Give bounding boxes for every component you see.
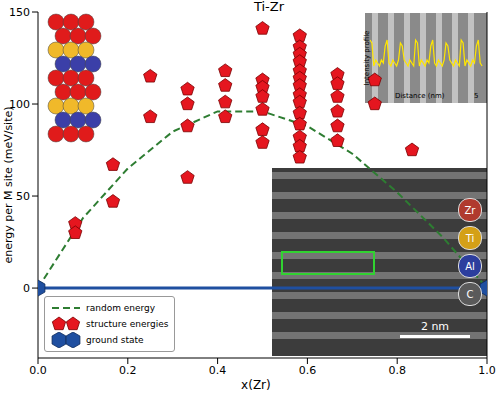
svg-text:0.0: 0.0 [29, 364, 47, 377]
svg-text:50: 50 [16, 190, 30, 203]
html-text:Distance (nm): Distance (nm) [395, 92, 445, 100]
html-text:random energy: random energy [86, 303, 156, 313]
html-text:Zr: Zr [464, 204, 476, 216]
html-text:x(Zr): x(Zr) [241, 378, 271, 392]
svg-text:150: 150 [9, 6, 30, 19]
svg-text:0.8: 0.8 [388, 364, 406, 377]
html-text:Ti: Ti [465, 232, 475, 244]
svg-text:0.6: 0.6 [299, 364, 317, 377]
html-text:2 nm: 2 nm [420, 320, 450, 333]
html-text:Ti-Zr: Ti-Zr [253, 0, 284, 14]
svg-text:0.4: 0.4 [209, 364, 227, 377]
html-text:structure energies: structure energies [86, 319, 169, 329]
svg-text:0.2: 0.2 [119, 364, 137, 377]
svg-text:0: 0 [23, 282, 30, 295]
html-text:Intensity profile: Intensity profile [363, 30, 371, 86]
html-text:ground state: ground state [86, 335, 144, 345]
html-text:Al: Al [465, 260, 475, 272]
html-text:5: 5 [474, 92, 479, 100]
svg-text:1.0: 1.0 [478, 364, 492, 377]
html-text:C: C [466, 288, 474, 300]
html-text:energy per M site (meV/site): energy per M site (meV/site) [1, 106, 15, 264]
svg-text:100: 100 [9, 97, 30, 111]
